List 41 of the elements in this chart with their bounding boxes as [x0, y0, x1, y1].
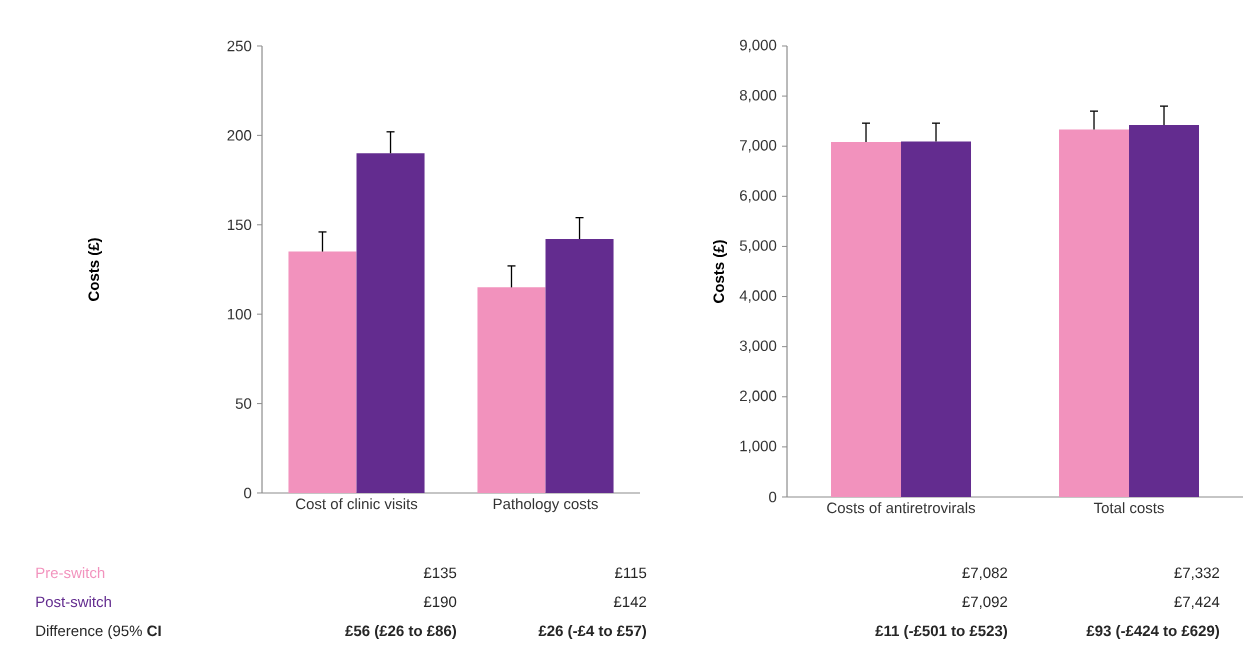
y-axis-title: Costs (£)	[88, 238, 102, 301]
x-tick-label: Pathology costs	[493, 498, 598, 513]
y-tick-label: 9,000	[739, 39, 777, 53]
text: £26 (-£4 to £57)	[538, 625, 647, 640]
data-label: £142	[613, 596, 647, 607]
y-tick-label: 150	[227, 219, 252, 231]
x-tick-label: Total costs	[1093, 502, 1164, 514]
bar	[356, 153, 425, 493]
data-label: £7,424	[1174, 596, 1220, 609]
text: Pre-switch	[36, 567, 105, 579]
text: £11 (-£501 to £523)	[875, 625, 1008, 640]
y-tick-label: 50	[235, 398, 252, 409]
y-tick-label: 5,000	[739, 240, 777, 253]
bar	[545, 239, 614, 493]
y-tick-label: 0	[244, 487, 252, 499]
text: £56 (£26 to £86)	[345, 625, 457, 640]
y-tick-label: 1,000	[740, 440, 777, 454]
y-tick-label: 2,000	[740, 390, 777, 403]
y-tick-label: 250	[227, 40, 252, 52]
y-tick-label: 4,000	[739, 290, 777, 303]
text: Post-switch	[36, 596, 111, 608]
data-label: £115	[614, 567, 647, 579]
y-axis-title: Costs (£)	[713, 240, 727, 303]
bar	[288, 251, 357, 493]
y-tick-label: 6,000	[740, 190, 777, 203]
bar	[477, 287, 546, 493]
data-label: £7,332	[1174, 567, 1220, 580]
text: Difference (95% CI	[36, 625, 161, 640]
y-tick-label: 200	[227, 130, 252, 141]
y-tick-label: 3,000	[739, 340, 777, 353]
x-tick-label: Costs of antiretrovirals	[827, 502, 976, 514]
x-tick-label: Cost of clinic visits	[296, 498, 418, 510]
data-label: £135	[423, 567, 457, 579]
y-tick-label: 8,000	[739, 89, 777, 103]
data-label: £7,082	[962, 567, 1008, 580]
text: £93 (-£424 to £629)	[1086, 625, 1220, 640]
data-label: £7,092	[962, 596, 1008, 609]
data-label: £190	[423, 596, 457, 608]
y-tick-label: 7,000	[740, 140, 777, 153]
y-tick-label: 100	[227, 308, 252, 320]
y-tick-label: 0	[769, 491, 777, 503]
